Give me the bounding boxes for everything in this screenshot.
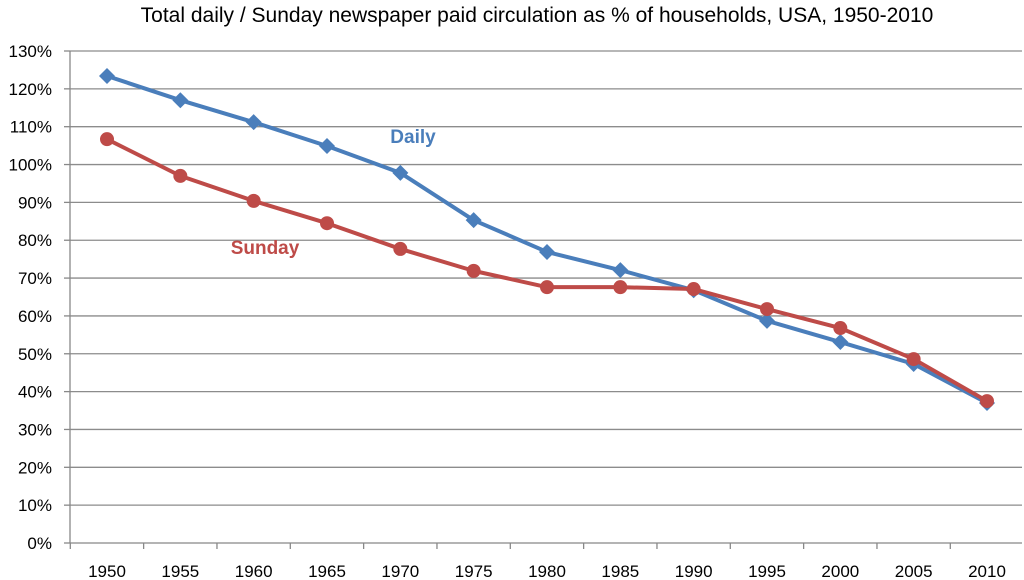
chart-title: Total daily / Sunday newspaper paid circ…	[141, 4, 934, 27]
data-point-daily	[172, 92, 189, 109]
x-tick-label: 2000	[821, 562, 859, 580]
data-point-sunday	[980, 394, 994, 409]
x-tick-label: 1960	[235, 562, 273, 580]
y-tick-label: 60%	[18, 307, 52, 326]
x-tick-label: 1970	[381, 562, 419, 580]
data-point-sunday	[320, 216, 334, 231]
data-point-sunday	[393, 241, 408, 256]
data-point-sunday	[906, 352, 921, 367]
y-tick-label: 120%	[9, 80, 52, 99]
x-tick-label: 1950	[88, 562, 126, 580]
x-tick-label: 1965	[308, 562, 346, 580]
data-point-sunday	[686, 282, 701, 297]
series-label-sunday: Sunday	[231, 238, 300, 259]
x-tick-label: 2005	[895, 562, 933, 580]
y-tick-label: 40%	[18, 383, 52, 402]
data-point-daily	[99, 67, 115, 84]
data-point-daily	[759, 312, 775, 329]
data-point-sunday	[173, 168, 188, 183]
x-tick-label: 1955	[161, 562, 199, 580]
data-point-daily	[245, 114, 262, 131]
y-tick-label: 20%	[18, 458, 52, 477]
y-tick-label: 80%	[18, 231, 52, 250]
y-tick-label: 130%	[9, 42, 52, 61]
data-point-daily	[832, 334, 849, 351]
y-tick-label: 10%	[18, 496, 52, 515]
data-point-sunday	[833, 321, 848, 336]
y-tick-label: 30%	[18, 420, 52, 439]
y-tick-label: 70%	[18, 269, 52, 288]
x-tick-label: 1975	[455, 562, 493, 580]
data-point-sunday	[100, 132, 114, 147]
y-tick-label: 90%	[18, 193, 52, 212]
data-point-daily	[612, 262, 629, 279]
data-point-daily	[319, 137, 335, 154]
x-tick-label: 2010	[968, 562, 1006, 580]
data-point-sunday	[540, 280, 554, 295]
series-label-daily: Daily	[390, 127, 436, 148]
y-tick-label: 110%	[10, 118, 52, 137]
y-tick-label: 0%	[27, 534, 52, 553]
data-point-daily	[392, 164, 409, 181]
data-point-sunday	[760, 302, 774, 317]
y-tick-label: 50%	[18, 345, 52, 364]
data-point-sunday	[246, 193, 261, 208]
data-point-sunday	[466, 263, 481, 278]
x-tick-label: 1990	[675, 562, 713, 580]
series-line-sunday	[106, 137, 988, 403]
x-tick-label: 1995	[748, 562, 786, 580]
y-tick-label: 100%	[9, 156, 52, 175]
data-point-daily	[539, 243, 555, 260]
data-point-sunday	[613, 280, 628, 295]
data-point-daily	[465, 212, 482, 229]
x-tick-label: 1985	[601, 562, 639, 580]
x-tick-label: 1980	[528, 562, 566, 580]
